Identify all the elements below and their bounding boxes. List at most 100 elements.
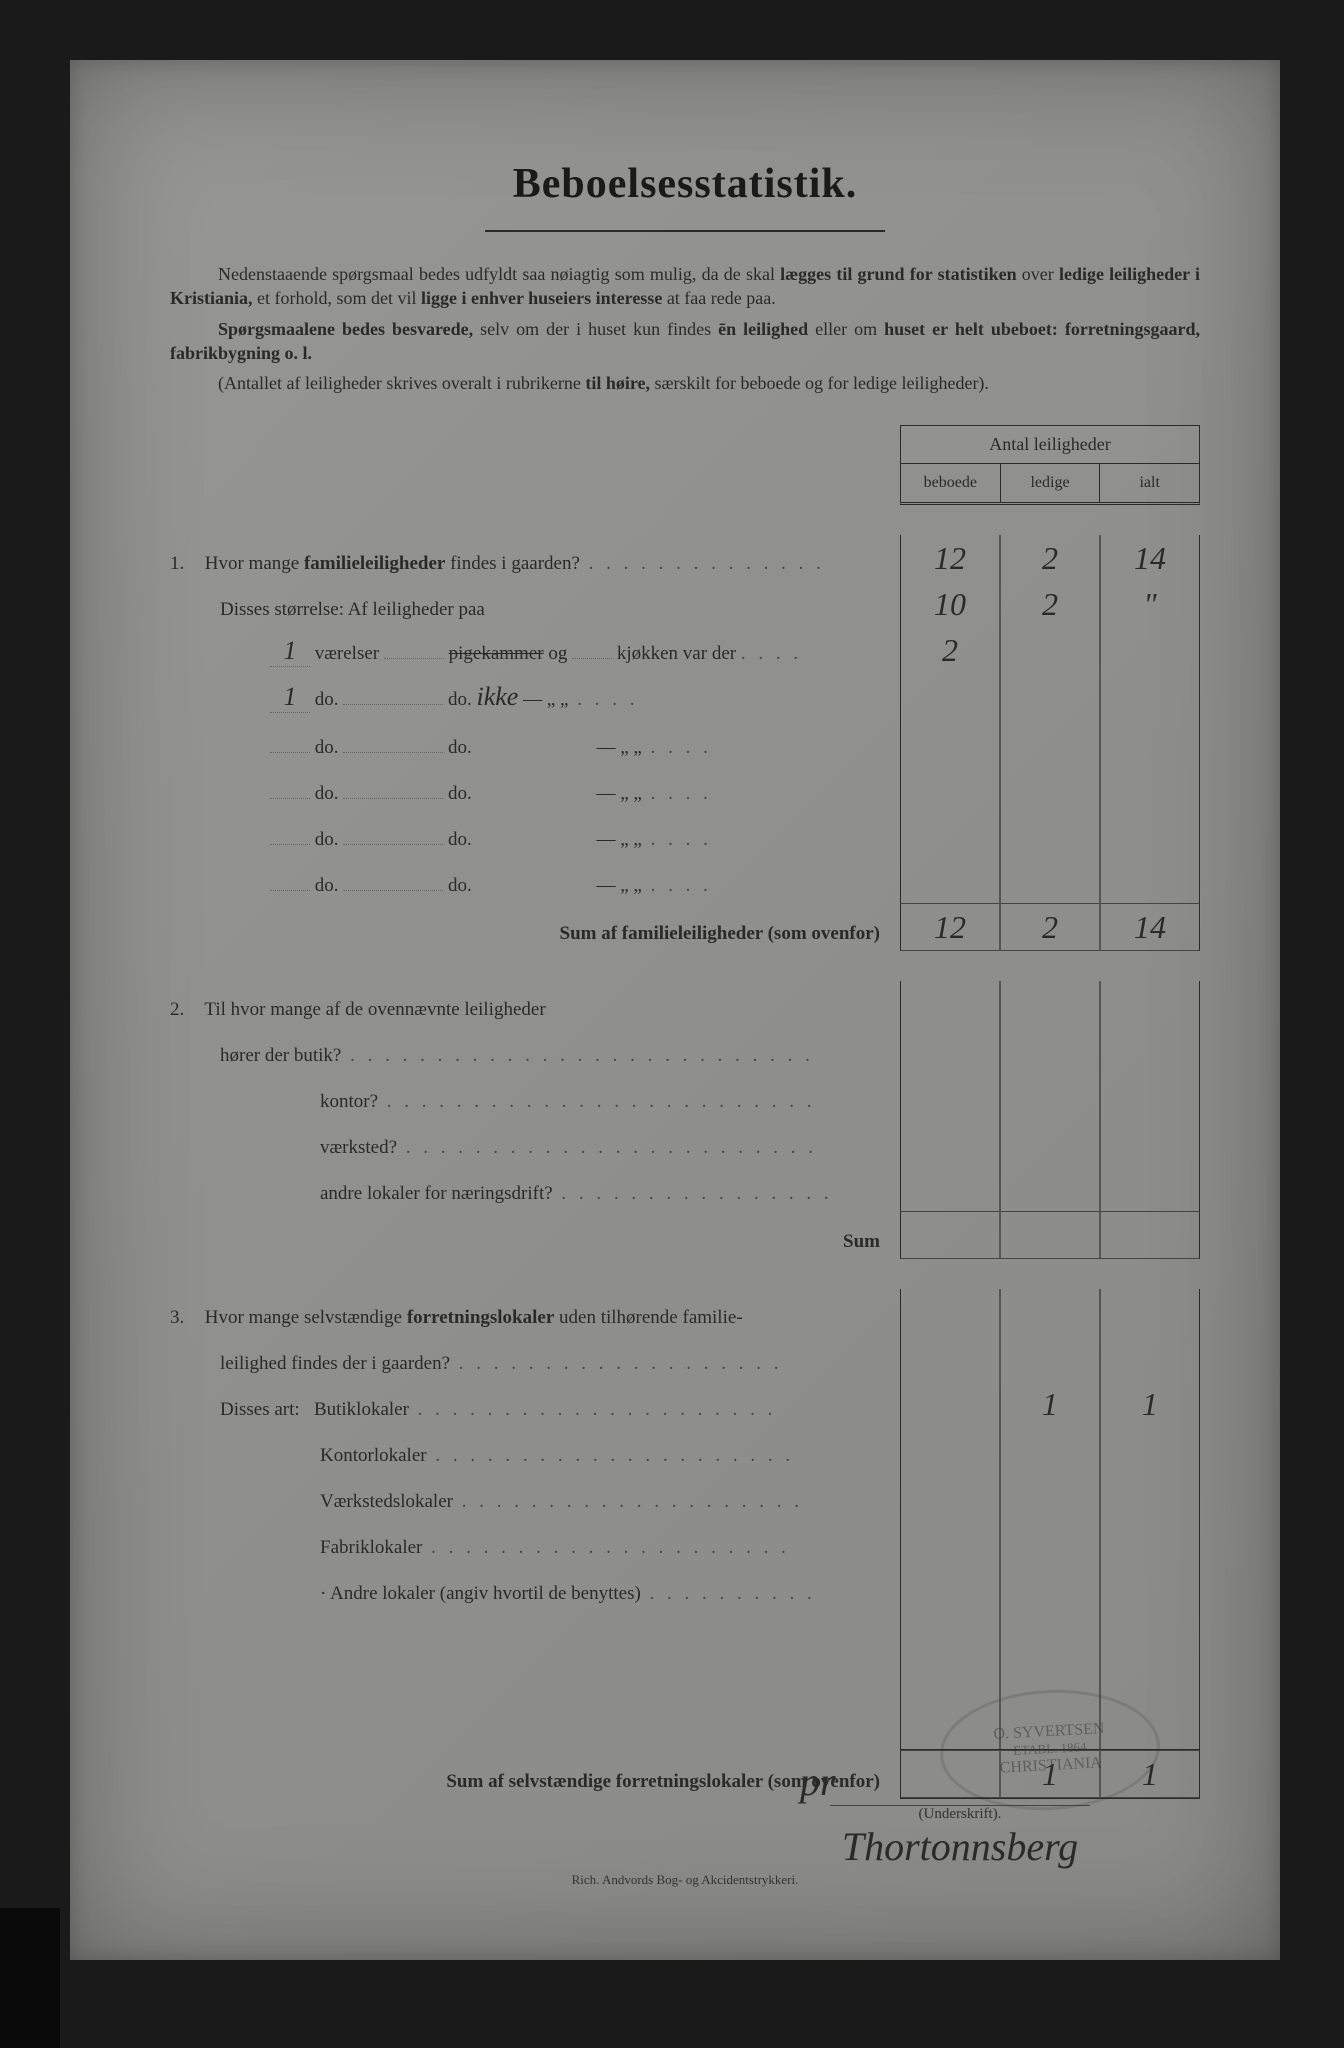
q3-r1-v2: 1 [1000, 1381, 1100, 1427]
q1-bold: familieleiligheder [304, 553, 445, 574]
q3-num: 3. [170, 1307, 200, 1329]
q1-r2-do1: do. [315, 689, 339, 710]
q3-r4-text: Fabriklokaler [320, 1537, 422, 1558]
sig-hand2: Thortonnsberg [760, 1823, 1160, 1870]
underskrift-label: (Underskrift). [760, 1806, 1160, 1823]
q1-r1-v3: " [1100, 581, 1200, 627]
q1-size-row5: do. do. — „ „ . . . . [170, 811, 1200, 857]
intro-p2a: Spørgsmaalene bedes besvarede, [218, 319, 473, 339]
document-page: Beboelsesstatistik. Nedenstaaende spørgs… [70, 60, 1280, 1960]
q3-r1-v3: 1 [1100, 1381, 1200, 1427]
q1-r2-v1: 2 [900, 627, 1000, 673]
q3-row2: leilighed findes der i gaarden? . . . . … [170, 1335, 1200, 1381]
q1-r2-do2: do. [448, 689, 472, 710]
intro-p2b: selv om der i huset kun findes [473, 319, 718, 339]
q1-r2-v2 [1000, 627, 1100, 673]
q3-r2: Kontorlokaler . . . . . . . . . . . . . … [170, 1427, 1200, 1473]
q1-disses-text: Disses størrelse: Af leiligheder paa [170, 599, 900, 627]
q1-text: Hvor mange [205, 553, 304, 574]
q1-r1-v1: 10 [900, 581, 1000, 627]
q2-r4-text: andre lokaler for næringsdrift? [320, 1183, 553, 1204]
q2-sum-row: Sum [170, 1211, 1200, 1259]
q2-r3: værksted? . . . . . . . . . . . . . . . … [170, 1119, 1200, 1165]
q1-r1-og: og [548, 643, 572, 664]
intro-p3a: (Antallet af leiligheder skrives overalt… [218, 373, 585, 393]
intro-p1f: ligge i enhver huseiers interesse [421, 288, 662, 308]
q3-text3: leilighed findes der i gaarden? [220, 1353, 450, 1374]
page-title: Beboelsesstatistik. [170, 160, 1200, 208]
q1-r4-do2: do. [448, 783, 472, 804]
q2-text: Til hvor mange af de ovennævnte leilighe… [204, 999, 545, 1020]
q1-size-row2: 1 do. do. ikke — „ „ . . . . [170, 673, 1200, 719]
q1-sum: Sum af familieleiligheder [560, 923, 763, 944]
q1-r5-do2: do. [448, 829, 472, 850]
q3-disses: Disses art: [220, 1399, 300, 1420]
q1-r3-do2: do. [448, 737, 472, 758]
q1-size-row3: do. do. — „ „ . . . . [170, 719, 1200, 765]
header-ledige: ledige [1001, 464, 1101, 502]
title-underline [485, 230, 885, 232]
table-area: Antal leiligheder beboede ledige ialt 1.… [170, 425, 1200, 1799]
q1-r3-do1: do. [315, 737, 339, 758]
q1-r2-v3 [1100, 627, 1200, 673]
signature-area: pr (Underskrift). Thortonnsberg [760, 1758, 1160, 1870]
q1-r6-do1: do. [315, 875, 339, 896]
intro-p1c: over [1017, 264, 1059, 284]
dots: . . . . . . . . . . . . . . [580, 553, 825, 574]
intro-p3b: til høire, [585, 373, 650, 393]
film-edge [0, 1908, 60, 2048]
q3-r4: Fabriklokaler . . . . . . . . . . . . . … [170, 1519, 1200, 1565]
q3-r5: · Andre lokaler (angiv hvortil de benytt… [170, 1565, 1200, 1611]
q2-r1: hører der butik? . . . . . . . . . . . .… [170, 1027, 1200, 1073]
q3-bold: forretningslokaler [407, 1307, 554, 1328]
intro-text: Nedenstaaende spørgsmaal bedes udfyldt s… [170, 262, 1200, 395]
q1-sv2: 2 [1000, 903, 1100, 951]
header-ialt: ialt [1100, 464, 1199, 502]
q1-v1: 12 [900, 535, 1000, 581]
q1-num: 1. [170, 553, 200, 575]
q1-row: 1. Hvor mange familieleiligheder findes … [170, 535, 1200, 581]
q1-v2: 2 [1000, 535, 1100, 581]
q1-r1-pig: pigekammer [449, 643, 544, 664]
q1-sv3: 14 [1100, 903, 1200, 951]
q2-r1-text: hører der butik? [220, 1045, 341, 1066]
q1-size-row4: do. do. — „ „ . . . . [170, 765, 1200, 811]
intro-p2d: eller om [808, 319, 884, 339]
q2-r2-text: kontor? [320, 1091, 378, 1112]
q1-sv1: 12 [900, 903, 1000, 951]
q3-row: 3. Hvor mange selvstændige forretningslo… [170, 1289, 1200, 1335]
intro-p1a: Nedenstaaende spørgsmaal bedes udfyldt s… [218, 264, 780, 284]
q3-r3: Værkstedslokaler . . . . . . . . . . . .… [170, 1473, 1200, 1519]
q1-r1-vaer: værelser [315, 643, 379, 664]
printer-line: Rich. Andvords Bog- og Akcidentstrykkeri… [572, 1872, 799, 1888]
header-antal: Antal leiligheder [900, 425, 1200, 464]
q1-sum-row: Sum af familieleiligheder (som ovenfor) … [170, 903, 1200, 951]
intro-p1e: et forhold, som det vil [253, 288, 421, 308]
q1-r1-kj: kjøkken var der [617, 643, 736, 664]
q3-blank1 [170, 1611, 1200, 1657]
q2-sum: Sum [843, 1231, 880, 1252]
q3-sum: Sum af selvstændige forretningslokaler [446, 1771, 763, 1792]
q3-text2: uden tilhørende familie- [554, 1307, 742, 1328]
q1-r1-a: 1 [270, 636, 310, 667]
q2-row: 2. Til hvor mange af de ovennævnte leili… [170, 981, 1200, 1027]
intro-p1b: lægges til grund for statistiken [780, 264, 1016, 284]
q1-text2: findes i gaarden? [445, 553, 580, 574]
q3-r2-text: Kontorlokaler [320, 1445, 427, 1466]
q2-num: 2. [170, 999, 200, 1021]
q1-r5-do1: do. [315, 829, 339, 850]
q1-r6-do2: do. [448, 875, 472, 896]
q3-r1: Disses art: Butiklokaler . . . . . . . .… [170, 1381, 1200, 1427]
intro-p3c: særskilt for beboede og for ledige leili… [650, 373, 989, 393]
q1-r2-dash: — [523, 689, 547, 710]
q2-r2: kontor? . . . . . . . . . . . . . . . . … [170, 1073, 1200, 1119]
q1-r1-v2: 2 [1000, 581, 1100, 627]
sig-hand1: pr [800, 1758, 1160, 1805]
q1-size-row1: 1 værelser pigekammer og kjøkken var der… [170, 627, 1200, 673]
q3-r1-text: Butiklokaler [314, 1399, 409, 1420]
q1-size-row6: do. do. — „ „ . . . . [170, 857, 1200, 903]
q1-r4-do1: do. [315, 783, 339, 804]
q3-r5-text: Andre lokaler (angiv hvortil de benyttes… [330, 1583, 641, 1604]
intro-p1g: at faa rede paa. [662, 288, 775, 308]
column-headers: Antal leiligheder beboede ledige ialt [900, 425, 1200, 505]
